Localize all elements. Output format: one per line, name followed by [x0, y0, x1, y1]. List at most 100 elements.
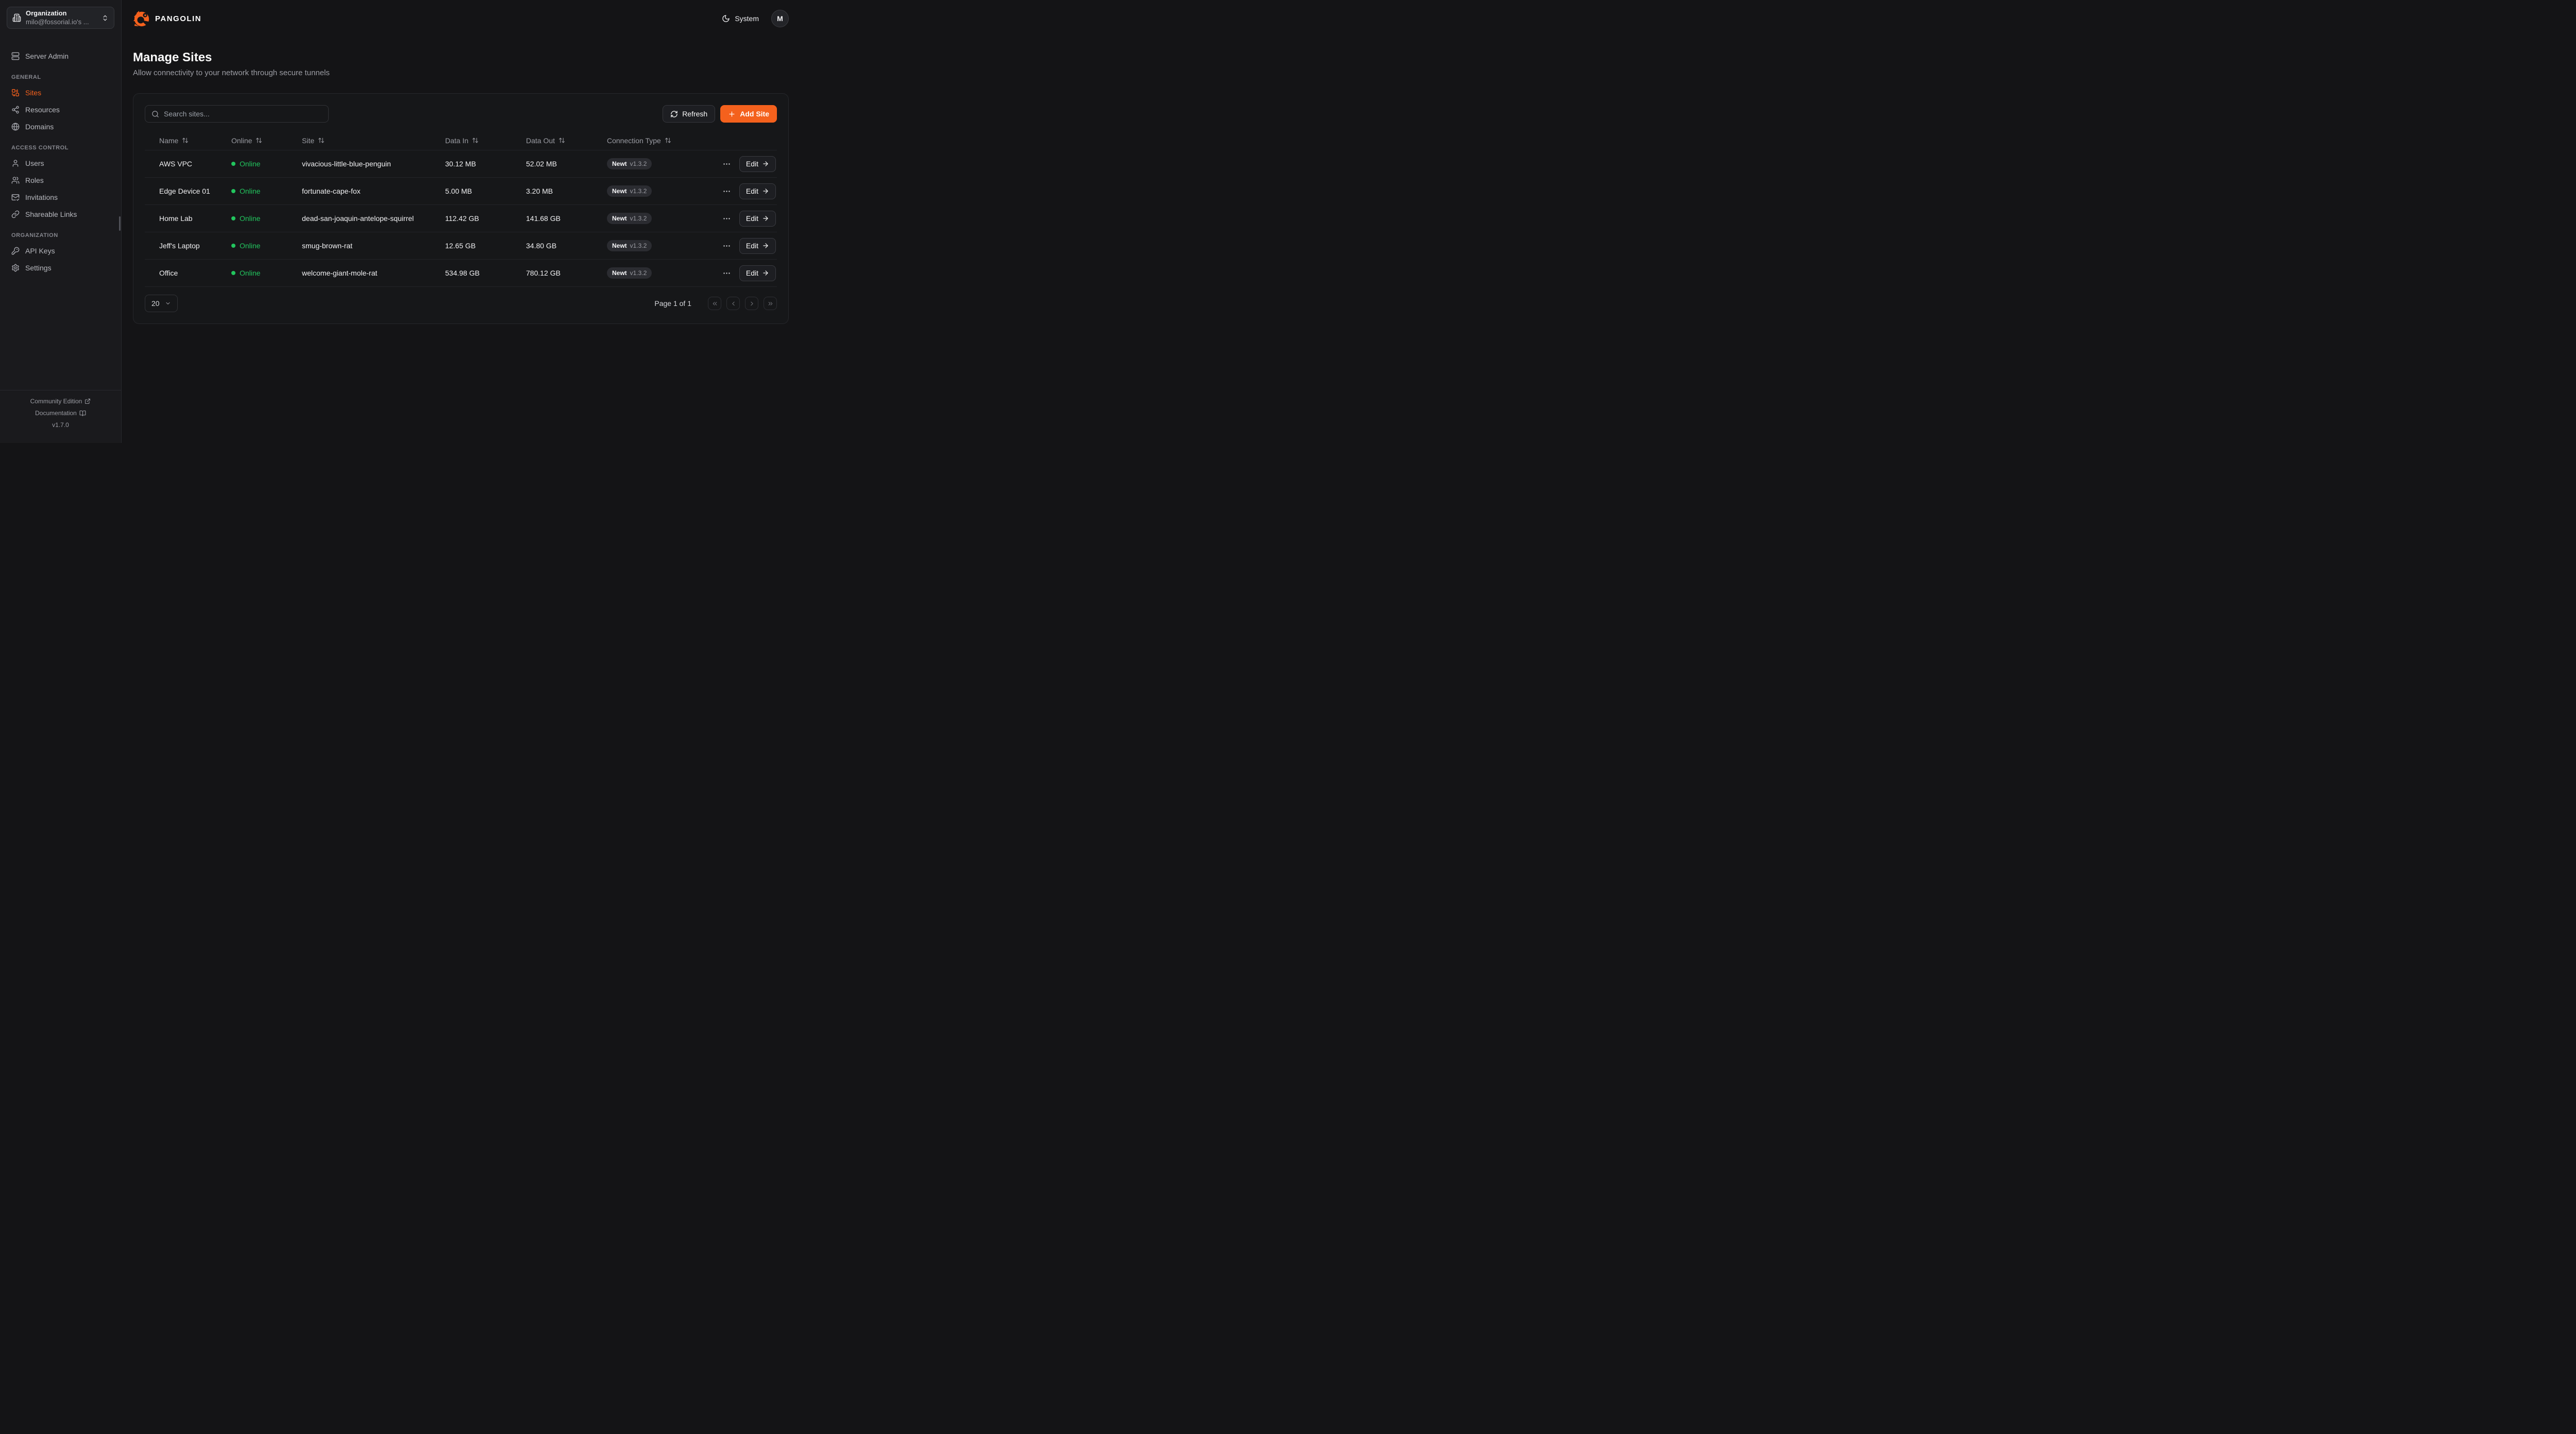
previous-page-button[interactable] — [726, 297, 740, 310]
edit-site-button[interactable]: Edit — [739, 156, 776, 172]
chevrons-up-down-icon — [103, 15, 107, 21]
row-menu-button[interactable] — [722, 187, 731, 196]
column-header-name[interactable]: Name — [159, 136, 231, 145]
chevron-down-icon — [166, 302, 170, 304]
arrow-right-icon — [763, 216, 768, 221]
site-status-cell: Online — [231, 187, 302, 195]
next-page-button[interactable] — [745, 297, 758, 310]
column-header-data-in[interactable]: Data In — [445, 136, 526, 145]
ellipsis-icon — [723, 217, 730, 219]
search-input[interactable] — [164, 110, 322, 118]
building-icon — [12, 13, 21, 22]
theme-selector[interactable]: System — [722, 14, 759, 23]
row-menu-button[interactable] — [722, 269, 731, 278]
edit-site-button[interactable]: Edit — [739, 265, 776, 281]
sidebar-item-server-admin[interactable]: Server Admin — [7, 47, 114, 64]
table-row: Home Lab Online dead-san-joaquin-antelop… — [145, 205, 777, 232]
site-name-cell: Jeff's Laptop — [159, 242, 200, 250]
documentation-link[interactable]: Documentation — [5, 409, 116, 417]
site-tunnel-cell: fortunate-cape-fox — [302, 187, 361, 195]
organization-label: Organization — [26, 9, 67, 18]
site-status-cell: Online — [231, 160, 302, 168]
data-out-cell: 34.80 GB — [526, 242, 557, 250]
page-title: Manage Sites — [133, 50, 212, 64]
sidebar-item-resources[interactable]: Resources — [7, 101, 114, 118]
sidebar: Organization milo@fossorial.io's ... Ser… — [0, 0, 122, 443]
last-page-button[interactable] — [764, 297, 777, 310]
sidebar-section-general: GENERAL — [11, 74, 41, 80]
main-area: PANGOLIN System M Manage Sites Allow con… — [122, 0, 808, 443]
row-menu-button[interactable] — [722, 214, 731, 223]
data-out-cell: 52.02 MB — [526, 160, 557, 168]
connection-type-badge: Newt v1.3.2 — [607, 267, 652, 279]
connection-type-badge: Newt v1.3.2 — [607, 185, 652, 197]
first-page-button[interactable] — [708, 297, 721, 310]
sidebar-scrollbar-thumb[interactable] — [119, 216, 121, 231]
sidebar-item-label: Resources — [25, 105, 60, 114]
row-menu-button[interactable] — [722, 160, 731, 168]
column-header-site[interactable]: Site — [302, 136, 445, 145]
app-window: Organization milo@fossorial.io's ... Ser… — [0, 0, 808, 443]
data-out-cell: 780.12 GB — [526, 269, 561, 277]
data-out-cell: 3.20 MB — [526, 187, 553, 195]
sidebar-item-invitations[interactable]: Invitations — [7, 189, 114, 206]
users-icon — [11, 176, 20, 184]
sidebar-item-roles[interactable]: Roles — [7, 172, 114, 189]
resources-share-icon — [12, 106, 19, 113]
sidebar-section-access-control: ACCESS CONTROL — [11, 145, 69, 151]
sort-icon — [182, 138, 189, 143]
edit-site-button[interactable]: Edit — [739, 237, 776, 254]
sidebar-item-sites[interactable]: Sites — [7, 84, 114, 101]
book-open-icon — [79, 410, 86, 416]
organization-selector[interactable]: Organization milo@fossorial.io's ... — [7, 7, 114, 29]
arrow-right-icon — [763, 243, 768, 248]
sort-icon — [472, 138, 479, 143]
sites-combine-icon — [12, 89, 19, 96]
sidebar-item-label: Users — [25, 159, 44, 167]
table-row: Office Online welcome-giant-mole-rat 534… — [145, 260, 777, 287]
site-status-cell: Online — [231, 214, 302, 223]
table-body: AWS VPC Online vivacious-little-blue-pen… — [145, 150, 777, 287]
sort-icon — [665, 138, 671, 143]
refresh-icon — [671, 110, 677, 117]
column-header-data-out[interactable]: Data Out — [526, 136, 607, 145]
site-tunnel-cell: welcome-giant-mole-rat — [302, 269, 378, 277]
sidebar-item-label: Invitations — [25, 193, 58, 201]
page-content: Manage Sites Allow connectivity to your … — [122, 37, 808, 324]
refresh-button[interactable]: Refresh — [663, 105, 716, 123]
sidebar-item-api-keys[interactable]: API Keys — [7, 242, 114, 259]
arrow-right-icon — [763, 270, 768, 276]
sidebar-item-users[interactable]: Users — [7, 155, 114, 172]
page-status: Page 1 of 1 — [654, 299, 691, 308]
organization-value: milo@fossorial.io's ... — [26, 18, 89, 26]
column-header-connection-type[interactable]: Connection Type — [607, 136, 719, 145]
add-site-button[interactable]: Add Site — [720, 105, 777, 123]
data-in-cell: 30.12 MB — [445, 160, 476, 168]
edit-site-button[interactable]: Edit — [739, 183, 776, 199]
row-menu-button[interactable] — [722, 242, 731, 250]
site-status-cell: Online — [231, 242, 302, 250]
table-row: Edge Device 01 Online fortunate-cape-fox… — [145, 178, 777, 205]
sort-icon — [318, 138, 325, 143]
chevron-right-icon — [750, 301, 753, 305]
sites-toolbar: Refresh Add Site — [145, 105, 777, 123]
table-row: Jeff's Laptop Online smug-brown-rat 12.6… — [145, 232, 777, 260]
avatar[interactable]: M — [771, 10, 789, 27]
community-edition-link[interactable]: Community Edition — [5, 398, 116, 405]
online-status-label: Online — [240, 269, 261, 277]
search-icon — [152, 110, 159, 117]
pangolin-logo-icon — [133, 10, 150, 27]
sidebar-item-domains[interactable]: Domains — [7, 118, 114, 135]
table-header-row: Name Online Site Data In — [145, 131, 777, 150]
brand-logo[interactable]: PANGOLIN — [133, 10, 201, 27]
arrow-right-icon — [763, 161, 768, 166]
data-in-cell: 534.98 GB — [445, 269, 480, 277]
page-size-select[interactable]: 20 — [145, 295, 178, 312]
arrow-right-icon — [763, 189, 768, 194]
data-in-cell: 12.65 GB — [445, 242, 476, 250]
column-header-online[interactable]: Online — [231, 136, 302, 145]
sidebar-item-label: Roles — [25, 176, 44, 184]
edit-site-button[interactable]: Edit — [739, 210, 776, 227]
sidebar-item-settings[interactable]: Settings — [7, 259, 114, 276]
sidebar-item-shareable-links[interactable]: Shareable Links — [7, 206, 114, 223]
